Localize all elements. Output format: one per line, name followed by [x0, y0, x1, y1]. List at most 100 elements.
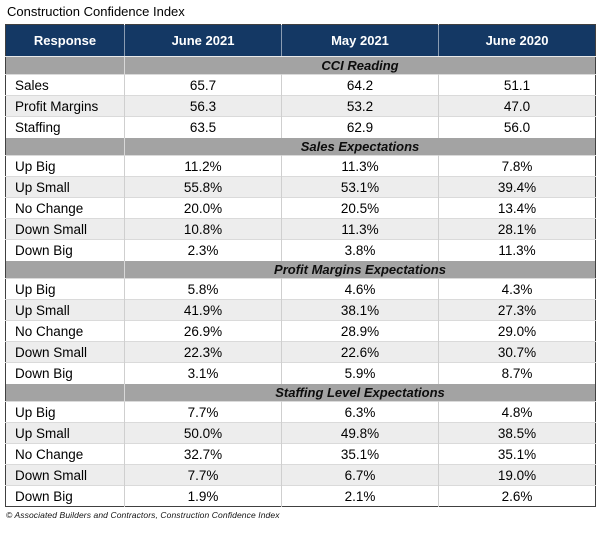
- value-cell: 27.3%: [438, 299, 596, 321]
- table-row-down-big: Down Big 1.9% 2.1% 2.6%: [5, 485, 596, 507]
- value-cell: 13.4%: [438, 197, 596, 219]
- section-band-cci-reading: CCI Reading: [5, 56, 596, 75]
- value-cell: 29.0%: [438, 320, 596, 342]
- value-cell: 8.7%: [438, 362, 596, 384]
- value-cell: 4.3%: [438, 278, 596, 300]
- value-cell: 28.9%: [281, 320, 439, 342]
- value-cell: 32.7%: [124, 443, 282, 465]
- value-cell: 53.2: [281, 95, 439, 117]
- footer-attribution: © Associated Builders and Contractors, C…: [6, 510, 280, 520]
- row-label-cell: Staffing: [5, 116, 125, 138]
- row-label-cell: No Change: [5, 197, 125, 219]
- table-header: Response June 2021 May 2021 June 2020: [5, 24, 596, 57]
- table-row-down-small: Down Small 7.7% 6.7% 19.0%: [5, 464, 596, 486]
- table-row-up-big: Up Big 7.7% 6.3% 4.8%: [5, 401, 596, 423]
- table-row-up-big: Up Big 5.8% 4.6% 4.3%: [5, 278, 596, 300]
- value-cell: 2.1%: [281, 485, 439, 507]
- value-cell: 22.6%: [281, 341, 439, 363]
- band-spacer-cell: [5, 137, 125, 156]
- value-cell: 6.7%: [281, 464, 439, 486]
- value-cell: 64.2: [281, 74, 439, 96]
- row-label-cell: Down Big: [5, 485, 125, 507]
- value-cell: 5.9%: [281, 362, 439, 384]
- table-row-down-small: Down Small 22.3% 22.6% 30.7%: [5, 341, 596, 363]
- value-cell: 51.1: [438, 74, 596, 96]
- value-cell: 26.9%: [124, 320, 282, 342]
- row-label-cell: Up Big: [5, 155, 125, 177]
- table-row-no-change: No Change 26.9% 28.9% 29.0%: [5, 320, 596, 342]
- value-cell: 20.0%: [124, 197, 282, 219]
- value-cell: 30.7%: [438, 341, 596, 363]
- table-row-staffing: Staffing 63.5 62.9 56.0: [5, 116, 596, 138]
- value-cell: 11.3%: [281, 218, 439, 240]
- column-header-june-2021: June 2021: [124, 24, 282, 57]
- value-cell: 50.0%: [124, 422, 282, 444]
- value-cell: 1.9%: [124, 485, 282, 507]
- table-row-down-big: Down Big 3.1% 5.9% 8.7%: [5, 362, 596, 384]
- value-cell: 35.1%: [438, 443, 596, 465]
- row-label-cell: Down Big: [5, 362, 125, 384]
- value-cell: 2.3%: [124, 239, 282, 261]
- table-row-down-small: Down Small 10.8% 11.3% 28.1%: [5, 218, 596, 240]
- value-cell: 53.1%: [281, 176, 439, 198]
- value-cell: 35.1%: [281, 443, 439, 465]
- value-cell: 39.4%: [438, 176, 596, 198]
- table-row-up-big: Up Big 11.2% 11.3% 7.8%: [5, 155, 596, 177]
- value-cell: 7.8%: [438, 155, 596, 177]
- value-cell: 5.8%: [124, 278, 282, 300]
- row-label-cell: Up Big: [5, 401, 125, 423]
- column-header-response: Response: [5, 24, 125, 57]
- band-spacer-cell: [5, 56, 125, 75]
- row-label-cell: No Change: [5, 320, 125, 342]
- row-label-cell: Profit Margins: [5, 95, 125, 117]
- value-cell: 11.3%: [281, 155, 439, 177]
- row-label-cell: Up Small: [5, 299, 125, 321]
- section-band-label: CCI Reading: [124, 56, 596, 75]
- value-cell: 62.9: [281, 116, 439, 138]
- row-label-cell: Down Big: [5, 239, 125, 261]
- value-cell: 28.1%: [438, 218, 596, 240]
- row-label-cell: Sales: [5, 74, 125, 96]
- value-cell: 38.5%: [438, 422, 596, 444]
- value-cell: 10.8%: [124, 218, 282, 240]
- value-cell: 63.5: [124, 116, 282, 138]
- table-row-no-change: No Change 20.0% 20.5% 13.4%: [5, 197, 596, 219]
- column-header-may-2021: May 2021: [281, 24, 439, 57]
- row-label-cell: Down Small: [5, 464, 125, 486]
- row-label-cell: Down Small: [5, 341, 125, 363]
- value-cell: 11.3%: [438, 239, 596, 261]
- row-label-cell: Up Small: [5, 422, 125, 444]
- section-band-label: Profit Margins Expectations: [124, 260, 596, 279]
- value-cell: 11.2%: [124, 155, 282, 177]
- value-cell: 3.8%: [281, 239, 439, 261]
- value-cell: 65.7: [124, 74, 282, 96]
- value-cell: 38.1%: [281, 299, 439, 321]
- cci-table: Response June 2021 May 2021 June 2020 CC…: [5, 24, 596, 507]
- row-label-cell: Up Small: [5, 176, 125, 198]
- row-label-cell: No Change: [5, 443, 125, 465]
- section-band-label: Sales Expectations: [124, 137, 596, 156]
- value-cell: 4.6%: [281, 278, 439, 300]
- value-cell: 2.6%: [438, 485, 596, 507]
- value-cell: 49.8%: [281, 422, 439, 444]
- table-row-up-small: Up Small 55.8% 53.1% 39.4%: [5, 176, 596, 198]
- value-cell: 19.0%: [438, 464, 596, 486]
- value-cell: 55.8%: [124, 176, 282, 198]
- section-band-label: Staffing Level Expectations: [124, 383, 596, 402]
- section-band-profit-margins-expectations: Profit Margins Expectations: [5, 260, 596, 279]
- section-band-staffing-level-expectations: Staffing Level Expectations: [5, 383, 596, 402]
- value-cell: 20.5%: [281, 197, 439, 219]
- section-band-sales-expectations: Sales Expectations: [5, 137, 596, 156]
- table-row-sales: Sales 65.7 64.2 51.1: [5, 74, 596, 96]
- value-cell: 56.3: [124, 95, 282, 117]
- column-header-june-2020: June 2020: [438, 24, 596, 57]
- value-cell: 7.7%: [124, 464, 282, 486]
- table-row-up-small: Up Small 41.9% 38.1% 27.3%: [5, 299, 596, 321]
- row-label-cell: Up Big: [5, 278, 125, 300]
- value-cell: 6.3%: [281, 401, 439, 423]
- row-label-cell: Down Small: [5, 218, 125, 240]
- table-row-up-small: Up Small 50.0% 49.8% 38.5%: [5, 422, 596, 444]
- band-spacer-cell: [5, 260, 125, 279]
- value-cell: 22.3%: [124, 341, 282, 363]
